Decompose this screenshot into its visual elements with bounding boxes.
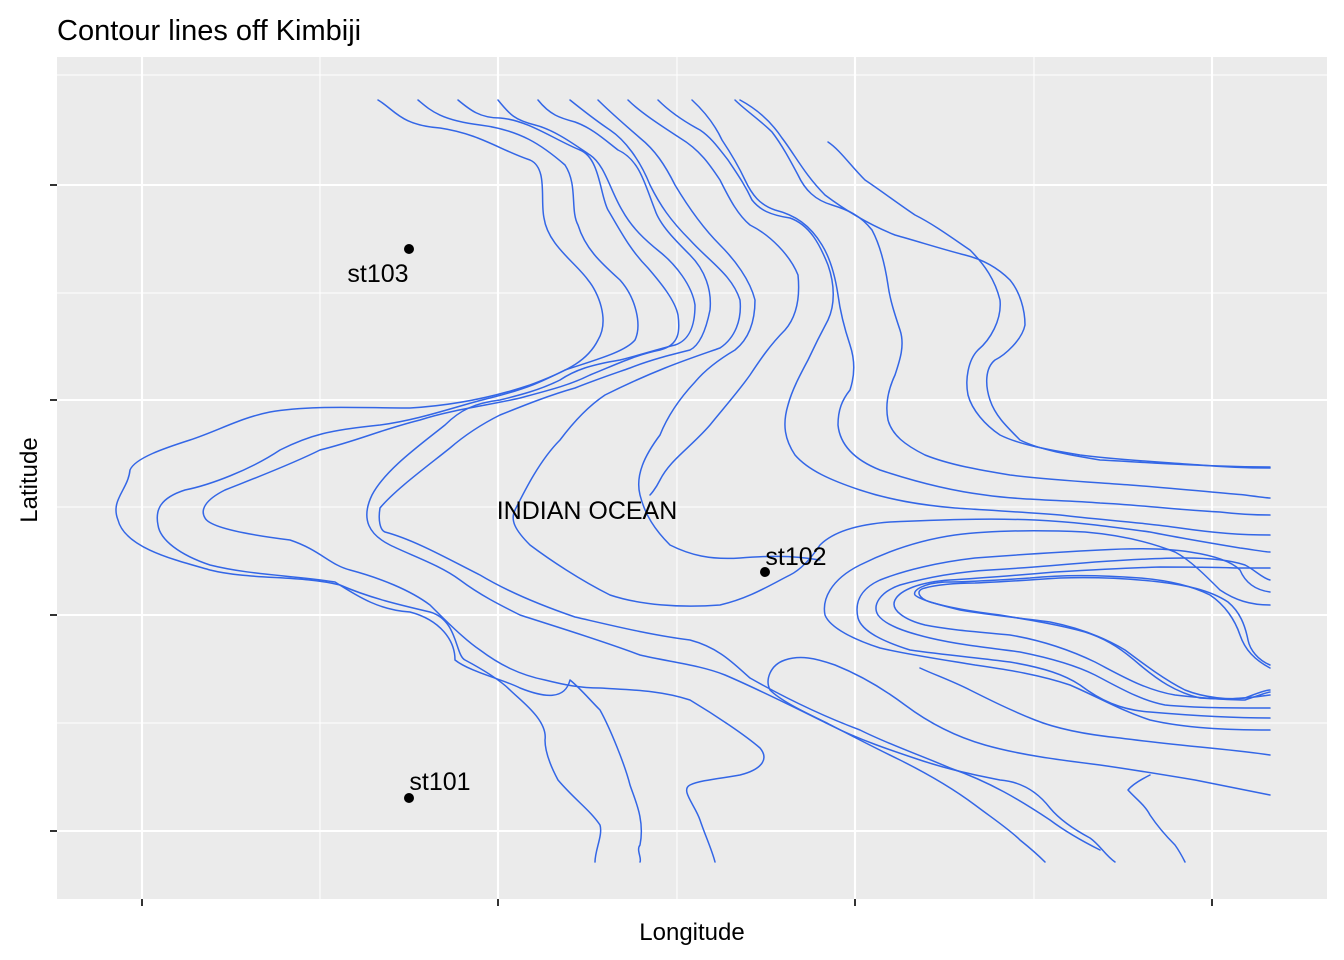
- contour-line: [913, 575, 1271, 700]
- axis-ticks: [50, 184, 1213, 906]
- contour-line: [856, 547, 1271, 719]
- contour-line: [691, 99, 1271, 516]
- contour-line: [739, 99, 1271, 468]
- station-label: st102: [765, 543, 826, 571]
- grid-lines: [57, 57, 1327, 899]
- station-marker: [760, 567, 770, 577]
- contour-lines: [115, 99, 1271, 863]
- contour-line: [115, 99, 604, 863]
- contour-line: [627, 99, 800, 496]
- plot-panel: [57, 57, 1327, 899]
- contour-line: [767, 656, 1271, 863]
- contour-line: [378, 99, 1101, 851]
- contour-line: [734, 99, 1271, 499]
- contour-line: [202, 99, 765, 863]
- contour-line: [156, 99, 642, 863]
- region-label: INDIAN OCEAN: [497, 497, 678, 525]
- station-label: st101: [409, 768, 470, 796]
- contour-line: [512, 99, 1271, 607]
- contour-line: [918, 576, 1271, 700]
- contour-line: [657, 99, 1271, 536]
- station-marker: [404, 793, 414, 803]
- contour-line: [366, 99, 1116, 863]
- contour-line: [875, 557, 1271, 709]
- contour-line: [893, 566, 1271, 701]
- contour-line: [1127, 774, 1186, 863]
- station-label: st103: [347, 260, 408, 288]
- contour-line: [919, 667, 1271, 756]
- contour-line: [597, 99, 821, 561]
- x-axis-label: Longitude: [639, 919, 744, 946]
- y-axis-label: Latitude: [16, 437, 43, 522]
- stations: st103 st102 st101: [347, 244, 827, 803]
- contour-line: [827, 141, 1271, 469]
- station-marker: [404, 244, 414, 254]
- map-title: Contour lines off Kimbiji: [57, 15, 361, 47]
